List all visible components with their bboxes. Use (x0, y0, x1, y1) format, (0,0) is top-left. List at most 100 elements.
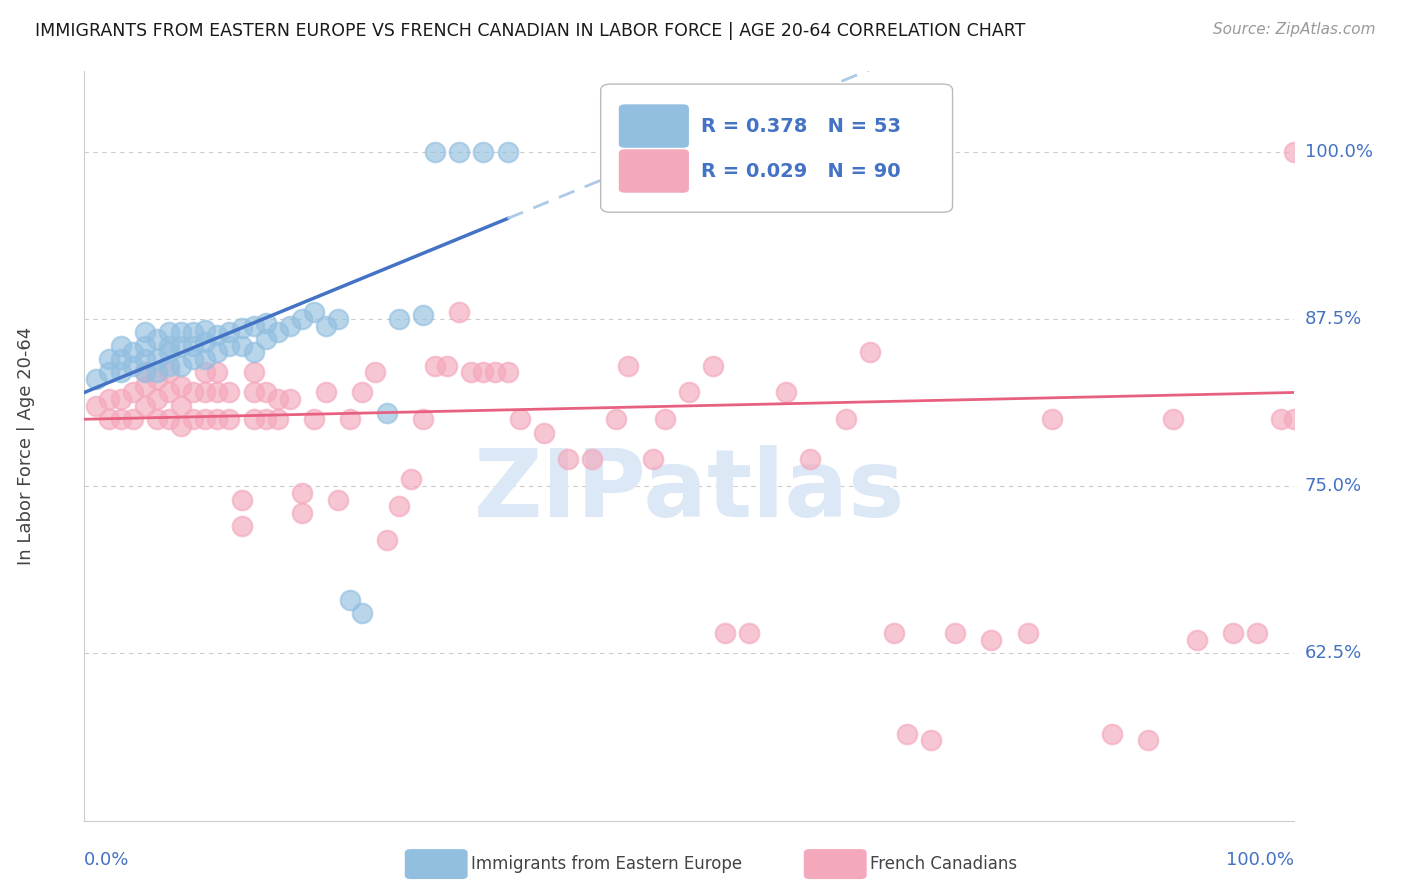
Point (496, 145, 519, 159)
Point (654, 412, 676, 426)
Point (218, 339, 240, 353)
Point (267, 392, 290, 407)
Point (363, 366, 385, 380)
Point (449, 145, 471, 159)
Point (412, 308, 434, 322)
Point (254, 412, 277, 426)
Point (231, 519, 253, 533)
Text: In Labor Force | Age 20-64: In Labor Force | Age 20-64 (17, 326, 35, 566)
Point (146, 392, 169, 407)
Point (146, 352, 169, 367)
Point (1282, 412, 1305, 426)
Point (315, 318, 337, 333)
Point (242, 385, 264, 400)
Point (1040, 412, 1063, 426)
Point (181, 385, 204, 400)
Point (170, 379, 193, 393)
Point (194, 352, 217, 367)
Text: Immigrants from Eastern Europe: Immigrants from Eastern Europe (471, 855, 742, 873)
Point (302, 412, 325, 426)
Point (702, 359, 724, 373)
FancyBboxPatch shape (619, 149, 689, 193)
Text: R = 0.378   N = 53: R = 0.378 N = 53 (702, 117, 901, 136)
Point (1185, 633, 1208, 648)
Point (1101, 727, 1123, 741)
Point (617, 359, 640, 373)
Point (157, 385, 180, 400)
Point (218, 385, 240, 400)
Point (835, 412, 858, 426)
Point (194, 334, 217, 349)
Point (134, 339, 156, 353)
Point (399, 473, 422, 487)
Point (86, 399, 108, 413)
Point (194, 412, 217, 426)
Text: 100.0%: 100.0% (1226, 851, 1294, 869)
Text: 75.0%: 75.0% (1305, 477, 1362, 495)
Point (423, 359, 446, 373)
Point (170, 325, 193, 339)
Point (339, 592, 361, 607)
Point (278, 392, 301, 407)
Point (242, 412, 264, 426)
Point (242, 318, 264, 333)
Point (146, 332, 169, 346)
Point (134, 352, 156, 367)
Point (170, 339, 193, 353)
Text: IMMIGRANTS FROM EASTERN EUROPE VS FRENCH CANADIAN IN LABOR FORCE | AGE 20-64 COR: IMMIGRANTS FROM EASTERN EUROPE VS FRENCH… (35, 22, 1025, 40)
Point (678, 385, 700, 400)
Point (218, 325, 240, 339)
Point (254, 332, 277, 346)
Point (291, 312, 314, 326)
Point (231, 321, 253, 335)
Point (97, 392, 120, 407)
Point (254, 316, 277, 330)
Point (605, 412, 627, 426)
Point (121, 359, 143, 373)
Point (436, 359, 458, 373)
Point (181, 339, 204, 353)
Point (267, 325, 290, 339)
Point (157, 345, 180, 359)
Point (121, 412, 143, 426)
Point (1282, 145, 1305, 159)
Point (1137, 733, 1160, 747)
Point (157, 325, 180, 339)
Point (207, 385, 229, 400)
Point (472, 366, 495, 380)
Point (352, 385, 374, 400)
Point (412, 412, 434, 426)
Point (799, 452, 821, 467)
Text: ZIPatlas: ZIPatlas (474, 445, 904, 537)
Point (315, 385, 337, 400)
Point (980, 633, 1002, 648)
Point (242, 345, 264, 359)
Point (110, 412, 132, 426)
Point (388, 500, 411, 514)
Point (714, 626, 737, 640)
Point (775, 385, 797, 400)
Point (146, 372, 169, 386)
Point (86, 372, 108, 386)
Point (110, 366, 132, 380)
Text: French Canadians: French Canadians (870, 855, 1018, 873)
Point (352, 607, 374, 621)
Point (121, 345, 143, 359)
Point (641, 452, 664, 467)
FancyBboxPatch shape (619, 104, 689, 148)
Point (110, 392, 132, 407)
Point (157, 339, 180, 353)
Text: 0.0%: 0.0% (84, 851, 129, 869)
Point (134, 325, 156, 339)
Point (375, 533, 398, 547)
Point (581, 452, 603, 467)
Point (896, 727, 918, 741)
Point (375, 405, 398, 419)
Point (388, 312, 411, 326)
Point (1161, 412, 1184, 426)
Point (97, 412, 120, 426)
Text: 87.5%: 87.5% (1305, 310, 1362, 328)
Point (449, 305, 471, 319)
Point (1222, 626, 1244, 640)
Point (423, 145, 446, 159)
